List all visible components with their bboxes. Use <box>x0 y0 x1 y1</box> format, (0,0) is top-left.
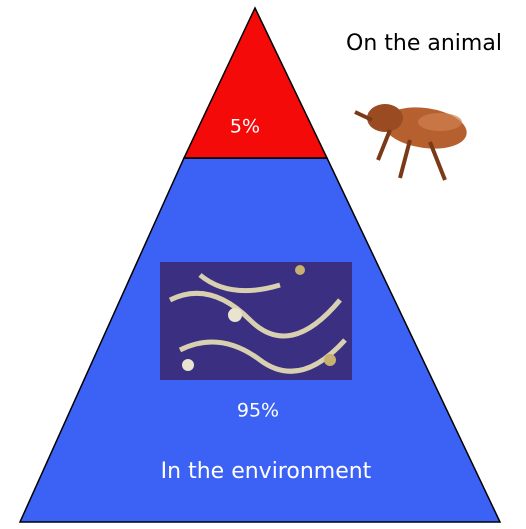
pyramid-diagram: 5% On the animal 95% In the environment <box>0 0 526 529</box>
larvae-picture <box>160 262 352 380</box>
environment-share: 95% <box>237 400 279 422</box>
animal-share: 5% <box>230 116 260 138</box>
environment-label: In the environment <box>161 459 372 484</box>
animal-label: On the animal <box>346 31 502 56</box>
flea-picture <box>355 102 469 180</box>
